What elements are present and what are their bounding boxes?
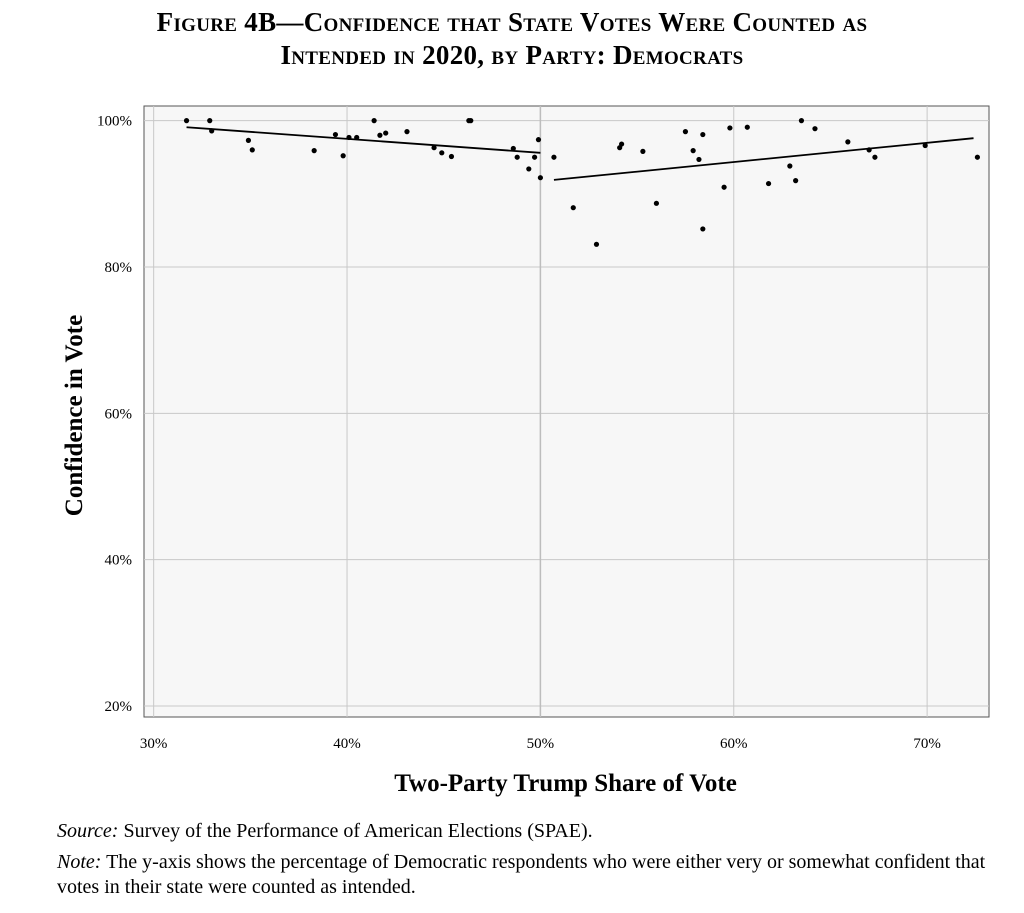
fit-lines (186, 126, 974, 181)
figure-title-line-1: Figure 4B—Confidence that State Votes We… (156, 7, 868, 37)
plot-background (143, 105, 990, 718)
data-point (696, 156, 702, 163)
data-point (551, 154, 557, 160)
y-tick-label: 20% (105, 699, 133, 715)
data-point (468, 118, 474, 124)
data-point (431, 145, 437, 151)
data-point (619, 141, 625, 147)
data-point (510, 145, 516, 152)
figure-title-line-2: Intended in 2020, by Party: Democrats (280, 40, 744, 70)
data-point (798, 118, 805, 124)
data-point (570, 205, 576, 211)
data-point (383, 130, 389, 136)
data-point (872, 154, 878, 160)
data-point (700, 226, 706, 232)
scatter-chart: 30% 40% 50% 60% 70% 20% 40% 60% 80% 100% Two-Par… (61, 105, 990, 797)
x-tick-label: 30% (140, 736, 168, 752)
data-point (245, 137, 252, 143)
x-tick-label: 40% (333, 736, 361, 752)
data-point (974, 154, 980, 160)
data-point (448, 153, 455, 160)
data-point (346, 134, 352, 141)
data-point (354, 134, 360, 141)
data-point (535, 137, 542, 143)
source-text: Survey of the Performance of American El… (123, 820, 593, 842)
data-point (340, 153, 346, 159)
x-tick-label: 70% (913, 736, 941, 752)
data-point (690, 148, 696, 154)
data-point (311, 148, 317, 154)
data-point (526, 166, 532, 172)
fit-line (553, 137, 974, 181)
x-axis-label: Two-Party Trump Share of Vote (394, 770, 737, 797)
x-tick-label: 50% (527, 736, 555, 752)
fit-line (186, 126, 541, 154)
y-tick-label: 100% (97, 114, 132, 130)
data-point (653, 200, 660, 206)
data-point (787, 163, 793, 169)
data-point (249, 147, 255, 153)
data-point (922, 142, 928, 149)
data-point (183, 118, 190, 124)
data-point (744, 124, 750, 130)
data-point (727, 125, 733, 131)
data-point (531, 154, 538, 160)
plot-area (143, 105, 990, 718)
data-point (866, 147, 872, 153)
y-tick-label: 80% (105, 260, 133, 276)
x-axis-ticks: 30% 40% 50% 60% 70% (140, 736, 941, 752)
data-point (439, 150, 445, 156)
source-label: Source: (57, 820, 119, 842)
y-axis-label: Confidence in Vote (61, 315, 88, 516)
y-axis-ticks: 20% 40% 60% 80% 100% (97, 114, 132, 715)
data-point (593, 241, 600, 247)
note-line: Note: The y-axis shows the percentage of… (57, 850, 1007, 900)
data-point (377, 132, 383, 138)
data-point (793, 178, 799, 184)
figure-title: Figure 4B—Confidence that State Votes We… (0, 6, 1024, 72)
y-tick-label: 40% (105, 553, 133, 569)
data-point (371, 118, 377, 124)
note-text: The y-axis shows the percentage of Democ… (57, 851, 986, 898)
data-point (700, 131, 706, 138)
x-tick-label: 60% (720, 736, 748, 752)
figure-notes: Source: Survey of the Performance of Ame… (57, 819, 1007, 900)
data-point (514, 154, 520, 160)
note-label: Note: (57, 851, 102, 873)
data-point (537, 175, 543, 181)
data-point (209, 128, 215, 134)
data-point (640, 148, 646, 154)
data-point (845, 139, 851, 145)
data-points (183, 118, 980, 247)
source-line: Source: Survey of the Performance of Ame… (57, 819, 1007, 844)
data-point (765, 180, 772, 187)
data-point (682, 129, 689, 135)
y-tick-label: 60% (105, 406, 133, 422)
data-point (207, 118, 213, 124)
data-point (404, 129, 410, 135)
data-point (332, 131, 339, 138)
data-point (721, 184, 727, 190)
grid-lines (144, 106, 989, 717)
data-point (812, 126, 818, 132)
